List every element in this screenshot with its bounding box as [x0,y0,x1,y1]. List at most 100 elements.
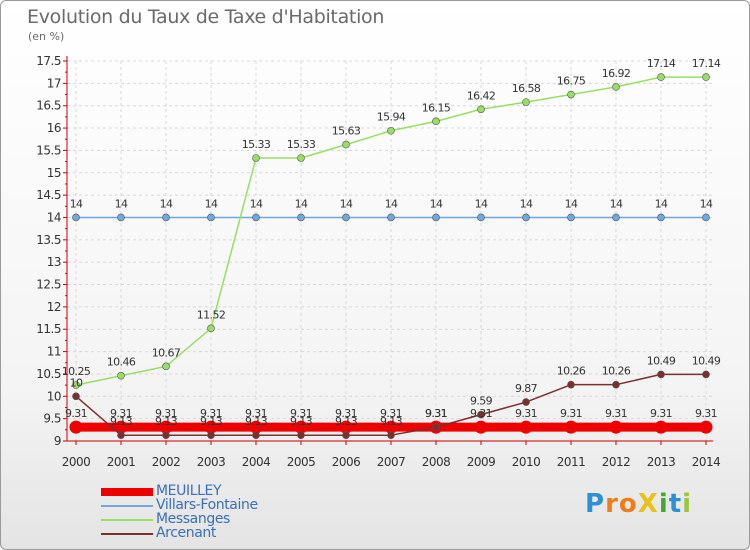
x-tick-label: 2003 [197,455,226,469]
x-tick-label: 2005 [287,455,316,469]
data-point [297,213,305,222]
data-label: 17.14 [692,57,721,70]
y-tick-label: 12.5 [36,278,61,292]
logo-letter: r [605,489,619,519]
data-label: 14 [520,197,533,210]
x-tick-label: 2007 [377,455,406,469]
legend-swatch [101,533,153,535]
data-label: 16.92 [602,67,631,80]
y-tick-label: 10.5 [36,367,61,381]
data-point [564,420,578,434]
x-tick-label: 2010 [512,455,541,469]
legend-label: Messanges [156,511,230,527]
data-label: 16.15 [422,101,451,114]
x-tick-label: 2012 [602,455,631,469]
y-tick-label: 17.5 [36,54,61,68]
data-label: 14 [295,197,308,210]
data-label: 9.13 [110,415,133,428]
data-point [162,431,170,439]
logo-letter: P [585,489,606,519]
data-label: 9.31 [335,407,357,420]
data-label: 10.26 [602,365,631,378]
data-point [117,213,125,222]
data-label: 9.13 [335,415,358,428]
data-point [252,213,260,222]
x-tick-label: 2006 [332,455,361,469]
y-tick-label: 9 [54,434,61,448]
data-label: 9.31 [200,407,222,420]
data-point [432,117,440,126]
line-chart: 9 9.5 10 10.5 11 11.5 12 12.5 13 13.5 14 14.5 15 15.5… [36,54,721,469]
y-tick-label: 14.5 [36,188,61,202]
data-point [297,431,305,439]
y-tick-label: 11.5 [36,322,61,336]
x-tick-label: 2013 [647,455,676,469]
data-point [342,140,350,149]
data-label: 14 [430,197,443,210]
data-label: 11.52 [197,308,226,321]
y-tick-label: 13.5 [36,233,61,247]
data-point [342,213,350,222]
x-tick-label: 2011 [557,455,586,469]
data-label: 16.42 [467,89,496,102]
legend-item: Messanges [101,511,341,527]
data-point [522,398,530,406]
data-label: 9.31 [245,407,267,420]
legend-item: Arcenant [101,525,341,541]
data-label: 9.13 [290,415,313,428]
data-label: 9.31 [560,407,582,420]
logo-letter: X [637,489,659,519]
x-tick-label: 2000 [62,455,91,469]
data-point [567,213,575,222]
data-point [252,154,260,162]
legend-label: Arcenant [156,525,216,541]
data-point [252,431,260,439]
data-point [567,90,575,99]
data-point [654,420,668,434]
data-point [117,371,125,380]
data-label: 9.31 [110,407,132,420]
y-tick-label: 17 [47,76,61,90]
data-label: 10.46 [107,356,136,369]
data-point [522,213,530,222]
logo-letter: o [618,489,638,519]
data-label: 9.31 [380,407,402,420]
data-label: 9.31 [155,407,177,420]
data-point [519,420,533,434]
data-point [387,126,395,135]
data-label: 9.13 [380,415,403,428]
data-label: 14 [565,197,578,210]
data-label: 10.25 [62,365,91,378]
data-point [387,213,395,222]
data-label: 9.31 [650,407,672,420]
data-label: 10.67 [152,346,181,359]
data-label: 9.31 [605,407,627,420]
data-point [69,420,83,434]
data-label: 14 [340,197,353,210]
data-label: 15.33 [287,138,316,151]
data-point [162,213,170,222]
data-point [204,420,218,434]
data-label: 9.31 [65,407,87,420]
data-label: 14 [385,197,398,210]
x-tick-label: 2004 [242,455,271,469]
data-label: 14 [655,197,668,210]
data-point [522,98,530,106]
data-point [384,420,398,434]
data-point [657,213,665,222]
proxiti-logo: ProXiti [585,489,692,519]
data-point [702,73,710,81]
x-tick-label: 2002 [152,455,181,469]
data-label: 9.59 [470,395,493,408]
data-point [474,420,488,434]
data-label: 9.13 [155,415,178,428]
data-label: 14 [205,197,218,210]
legend-label: MEUILLEY [156,483,222,499]
data-point [297,154,305,162]
y-tick-label: 15 [47,166,61,180]
y-tick-label: 11 [47,345,61,359]
logo-letter: i [682,489,693,519]
x-tick-label: 2014 [692,455,721,469]
data-label: 9.31 [515,407,537,420]
